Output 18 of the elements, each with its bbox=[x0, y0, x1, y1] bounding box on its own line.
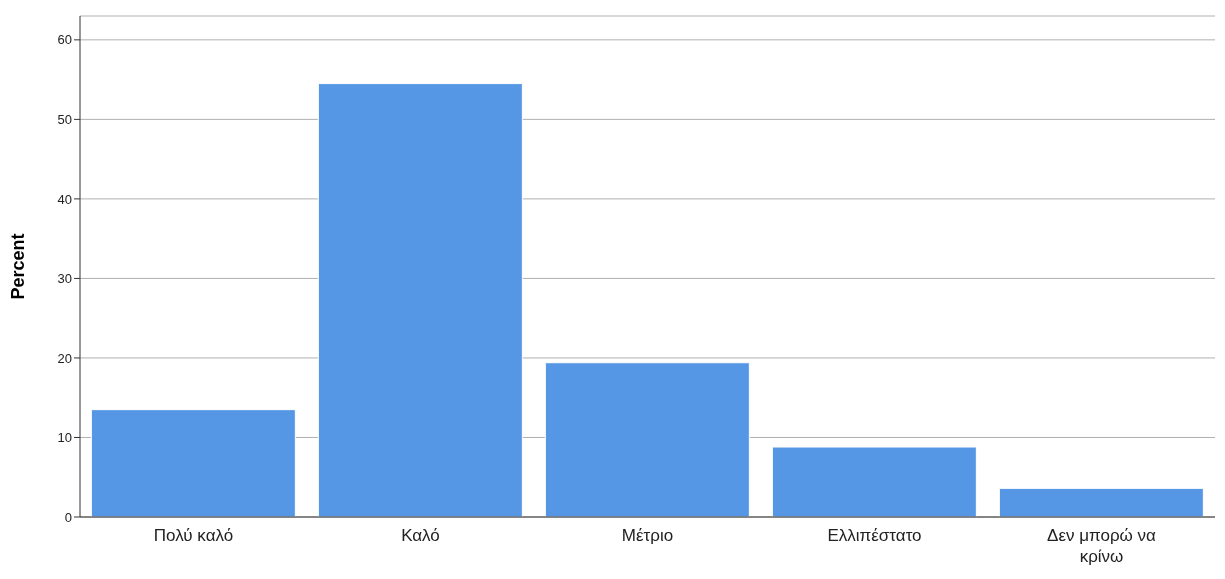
x-tick-label: Καλό bbox=[401, 526, 440, 545]
bar bbox=[544, 362, 750, 517]
y-tick-label: 50 bbox=[57, 112, 72, 127]
x-tick-label: Ελλιπέστατο bbox=[827, 526, 922, 545]
bar bbox=[90, 409, 296, 517]
x-tick-label: Μέτριο bbox=[621, 526, 674, 545]
x-tick-label: Δεν μπορώ να κρίνω bbox=[1047, 526, 1157, 566]
y-tick-label: 30 bbox=[57, 271, 72, 287]
y-tick-label: 0 bbox=[64, 509, 72, 525]
y-tick-label: 40 bbox=[57, 191, 72, 207]
y-tick-label: 20 bbox=[57, 350, 72, 366]
bar bbox=[317, 83, 523, 517]
bar bbox=[771, 446, 977, 517]
y-tick-label: 60 bbox=[57, 32, 72, 48]
bar bbox=[998, 487, 1204, 517]
x-tick-label: Πολύ καλό bbox=[153, 526, 234, 545]
y-axis-title: Percent bbox=[8, 233, 29, 300]
y-tick-label: 10 bbox=[57, 430, 72, 446]
